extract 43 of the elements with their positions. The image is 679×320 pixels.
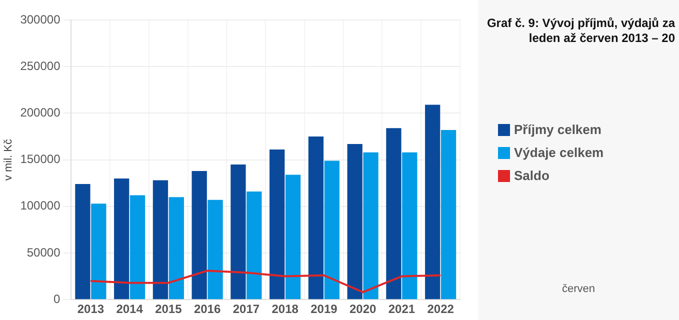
y-tick-label: 0 [54,292,61,306]
x-tick-label: 2021 [388,302,416,316]
x-tick-label: 2013 [77,302,104,316]
y-axis-title: v mil. Kč [2,138,15,181]
text: červen [560,283,596,295]
x-tick-label: 2015 [155,302,182,316]
bar [246,191,262,300]
text: Graf č. 9: Vývoj příjmů, výdajů za leden až červen 2013 – 20 [486,16,675,46]
y-tick-label: 250000 [20,58,61,73]
bar [402,152,418,300]
y-tick-label: 150000 [20,152,61,166]
bar [230,164,246,300]
x-tick-label: 2018 [272,302,299,316]
bar [347,144,362,300]
bar [363,152,378,300]
bar [285,174,301,300]
bar [308,136,324,300]
x-tick-label: 2020 [349,302,376,316]
bar [324,160,340,300]
bar [114,178,130,300]
bar [440,130,456,300]
bar [386,128,402,300]
x-tick-label: 2022 [427,302,454,316]
x-tick-label: 2017 [232,302,260,316]
bar [152,180,168,300]
legend-label: Saldo [514,168,550,183]
y-tick-label: 100000 [20,198,61,213]
x-tick-label: 2016 [194,302,221,316]
bar [192,170,207,300]
bar [168,197,184,300]
y-tick-label: 300000 [20,12,61,26]
bar [130,195,146,300]
legend-label: Příjmy celkem [514,122,602,137]
y-tick-label: 50000 [26,245,61,260]
bar [91,204,106,300]
x-tick-label: 2014 [116,302,144,316]
bar [425,104,440,300]
legend-label: Výdaje celkem [514,145,604,160]
bar [270,150,285,300]
bar [75,184,90,300]
y-tick-label: 200000 [20,106,61,120]
bar [208,200,223,300]
x-tick-label: 2019 [310,302,338,316]
